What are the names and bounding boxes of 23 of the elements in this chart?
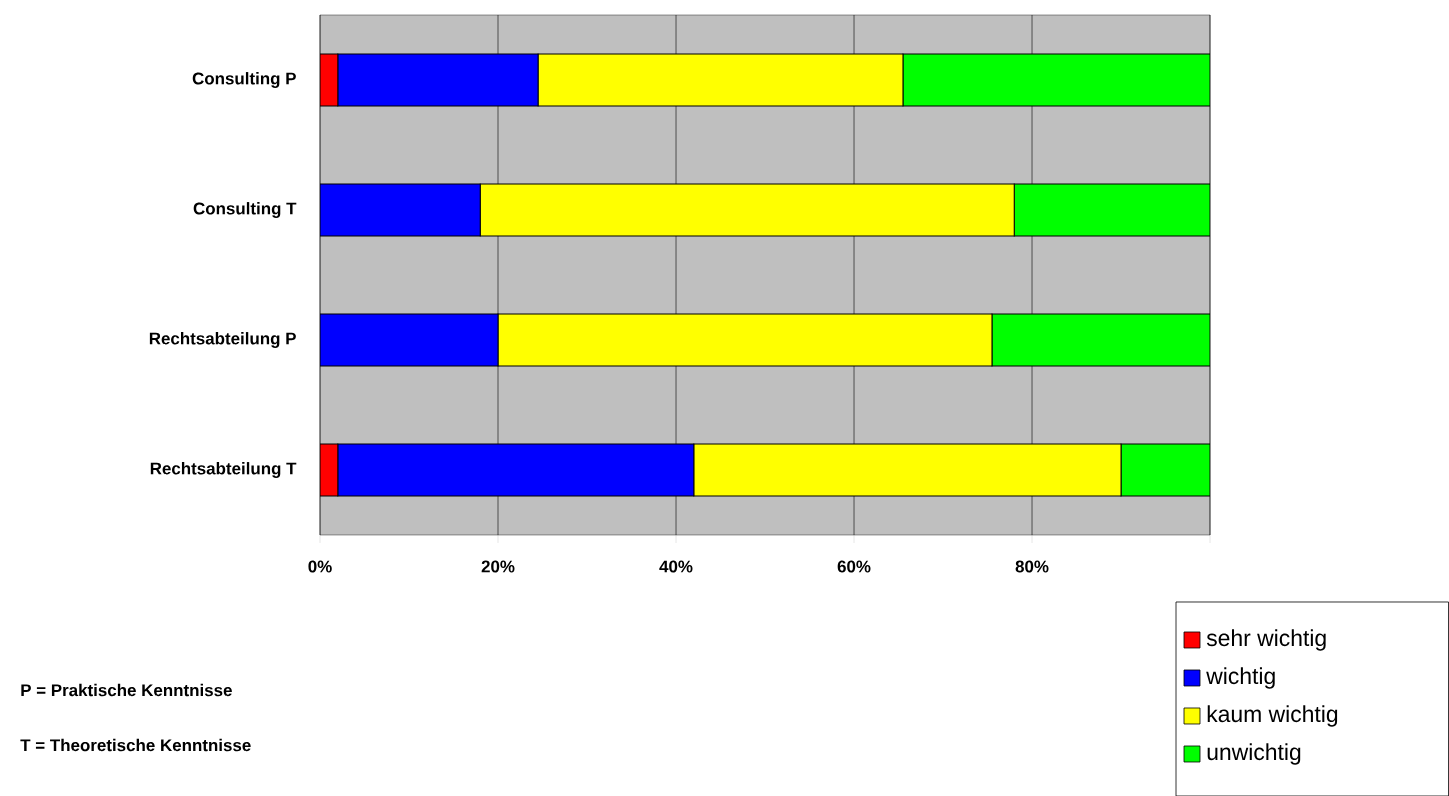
x-tick-label: 60% xyxy=(837,560,871,573)
bar xyxy=(902,53,1211,107)
bar xyxy=(1120,443,1211,497)
legend-label: sehr wichtig xyxy=(1206,629,1326,651)
y-tick-label: Rechtsabteilung T xyxy=(150,461,297,478)
x-tick-label: 20% xyxy=(481,560,515,573)
bar xyxy=(337,443,695,497)
bar xyxy=(320,183,481,237)
legend-label: wichtig xyxy=(1206,667,1275,689)
text: T = Theoretische Kenntnisse xyxy=(20,738,251,752)
y-tick-label: Rechtsabteilung P xyxy=(149,331,296,348)
x-tick-label: 40% xyxy=(659,560,693,573)
x-tick-label: 80% xyxy=(1015,560,1049,573)
y-tick-label: Consulting P xyxy=(192,71,296,88)
legend-label: unwichtig xyxy=(1207,743,1301,765)
bar xyxy=(1013,183,1211,237)
bar xyxy=(337,53,539,107)
bar xyxy=(320,313,499,367)
y-tick-label: Consulting T xyxy=(193,201,297,218)
legend-label: kaum wichtig xyxy=(1207,705,1338,727)
text: P = Praktische Kenntnisse xyxy=(21,683,232,697)
x-tick-label: 0% xyxy=(308,560,332,573)
bar xyxy=(991,313,1211,367)
